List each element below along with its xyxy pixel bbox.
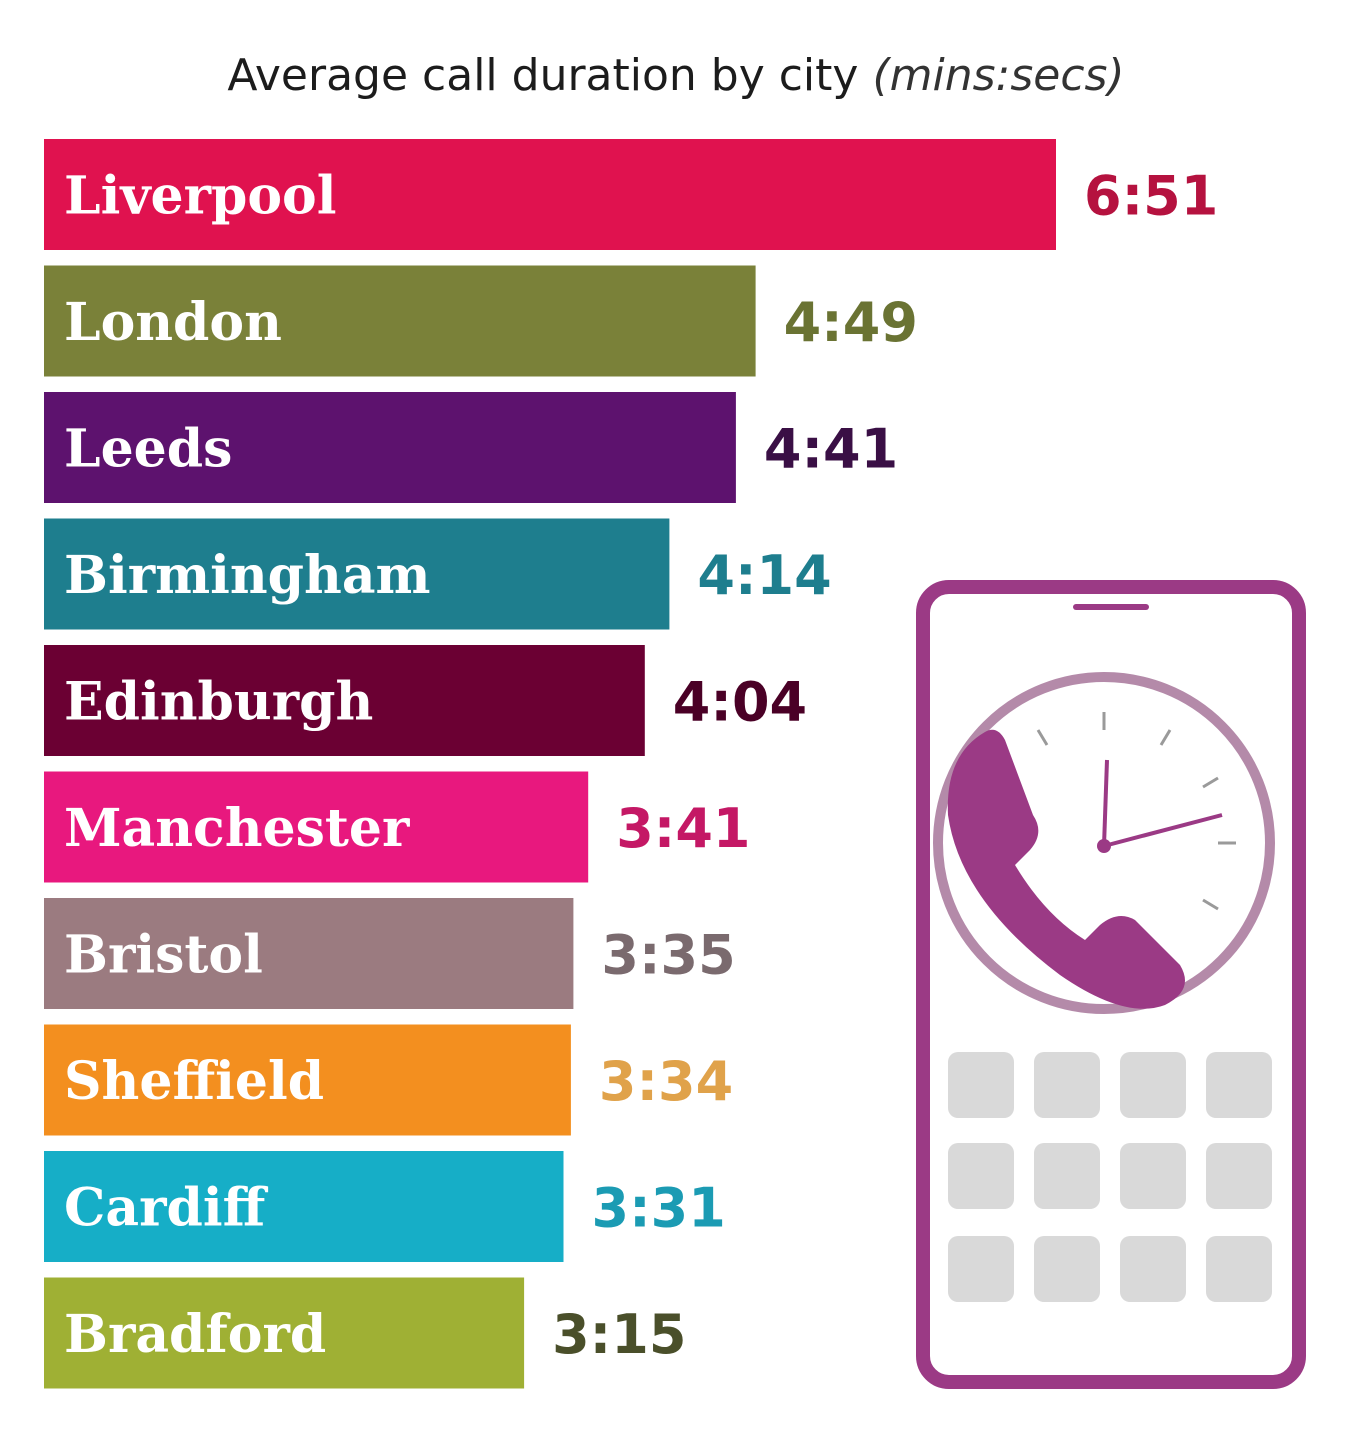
phone-frame (916, 580, 1306, 1389)
bar-category-label: Sheffield (64, 1051, 324, 1112)
phone-handset-icon (947, 729, 1185, 1009)
bar-rect (44, 898, 574, 1009)
bar-rect (44, 1277, 525, 1389)
keypad-key (1206, 1236, 1272, 1302)
keypad-key (1034, 1052, 1100, 1118)
bar-category-label: Bristol (64, 925, 263, 986)
clock-ticks (1036, 712, 1236, 911)
bar-rect (44, 392, 736, 503)
bar-london: London 4:49 (44, 265, 918, 377)
bar-value-label: 3:41 (616, 797, 750, 860)
bar-edinburgh: Edinburgh 4:04 (44, 645, 807, 756)
bar-bristol: Bristol 3:35 (44, 898, 736, 1009)
bar-value-label: 3:34 (599, 1050, 733, 1113)
bar-category-label: Manchester (64, 798, 410, 859)
bar-value-label: 4:14 (697, 544, 831, 607)
bar-manchester: Manchester 3:41 (44, 771, 751, 883)
keypad-key (1120, 1143, 1186, 1209)
smartphone-clock-call-icon (916, 580, 1306, 1389)
bar-birmingham: Birmingham 4:14 (44, 518, 832, 630)
keypad-key (948, 1052, 1014, 1118)
bar-value-label: 6:51 (1084, 165, 1218, 228)
bar-leeds: Leeds 4:41 (44, 392, 898, 503)
bar-rect (44, 1024, 571, 1136)
bar-rect (44, 139, 1056, 250)
bar-liverpool: Liverpool 6:51 (44, 139, 1218, 250)
bar-value-label: 4:41 (764, 418, 898, 481)
bar-category-label: Leeds (64, 419, 232, 480)
bar-rect (44, 518, 670, 630)
bar-bradford: Bradford 3:15 (44, 1277, 686, 1389)
keypad-key (948, 1143, 1014, 1209)
keypad-grid (948, 1052, 1272, 1302)
keypad-key (1120, 1236, 1186, 1302)
bar-category-label: London (64, 292, 282, 353)
clock-hour-hand (1103, 813, 1223, 848)
chart-title-unit: (mins:secs) (872, 50, 1124, 101)
keypad-key (1120, 1052, 1186, 1118)
bar-category-label: Birmingham (64, 545, 431, 606)
bars-group: Liverpool 6:51 London 4:49 Leeds 4:41 Birmingh… (44, 139, 1218, 1389)
keypad-key (1206, 1143, 1272, 1209)
clock-minute-hand (1102, 759, 1109, 847)
clock-center (1097, 839, 1111, 853)
bar-category-label: Edinburgh (64, 672, 373, 733)
clock-face (933, 672, 1275, 1014)
bar-rect (44, 265, 756, 377)
bar-value-label: 3:35 (601, 924, 735, 987)
keypad-key (1034, 1143, 1100, 1209)
bar-rect (44, 771, 589, 883)
bar-value-label: 3:31 (592, 1177, 726, 1240)
bar-value-label: 4:49 (784, 291, 918, 354)
bar-rect (44, 645, 645, 756)
bar-value-label: 3:15 (552, 1303, 686, 1366)
bar-rect (44, 1151, 564, 1262)
bar-cardiff: Cardiff 3:31 (44, 1151, 726, 1262)
bar-category-label: Liverpool (64, 166, 337, 227)
chart-title: Average call duration by city (mins:secs… (227, 50, 1124, 101)
bar-value-label: 4:04 (673, 671, 807, 734)
keypad-key (948, 1236, 1014, 1302)
bar-category-label: Cardiff (64, 1178, 269, 1239)
keypad-key (1206, 1052, 1272, 1118)
keypad-key (1034, 1236, 1100, 1302)
bar-category-label: Bradford (64, 1304, 326, 1365)
chart-title-text: Average call duration by city (227, 50, 858, 101)
bar-sheffield: Sheffield 3:34 (44, 1024, 733, 1136)
